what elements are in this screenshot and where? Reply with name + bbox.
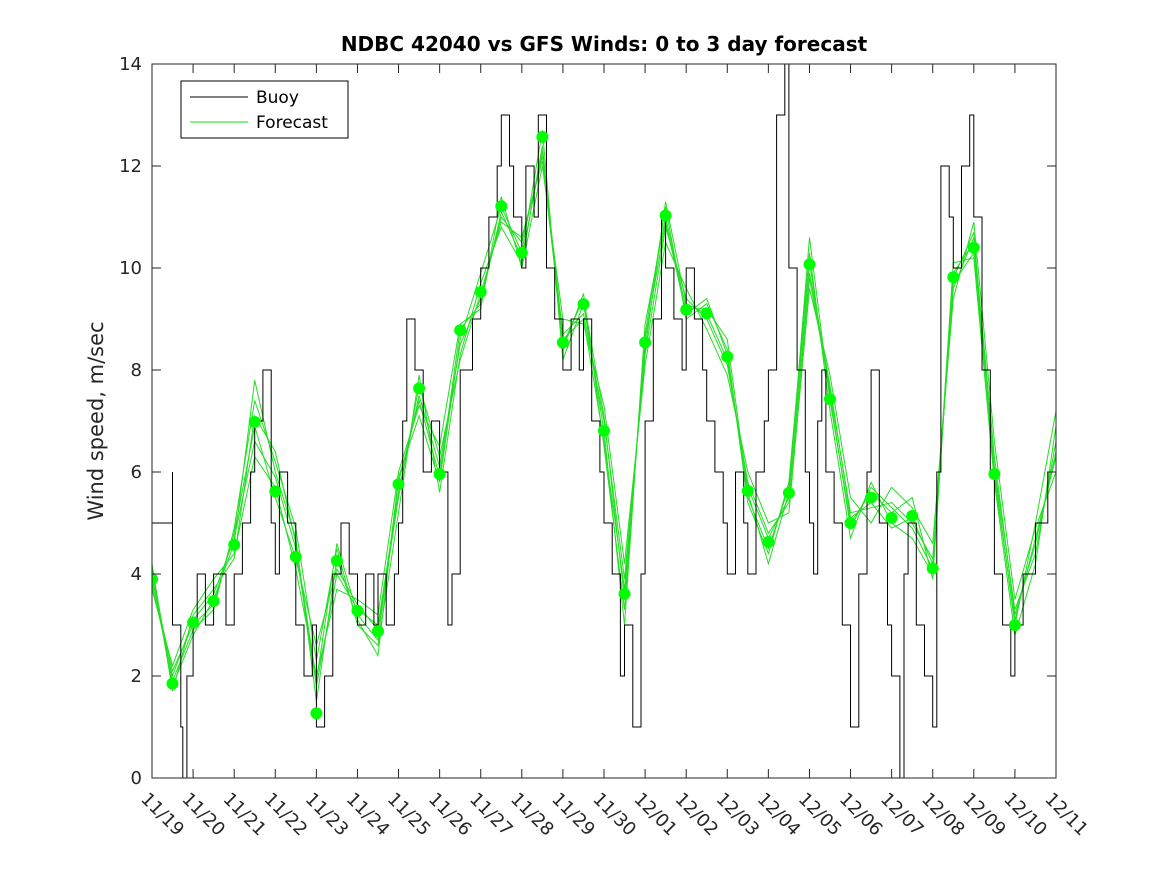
analysis-point xyxy=(289,550,302,563)
analysis-point xyxy=(152,573,158,586)
y-tick-label: 6 xyxy=(131,462,142,483)
analysis-point xyxy=(413,382,426,395)
y-tick-label: 10 xyxy=(119,258,142,279)
analysis-point xyxy=(330,554,343,567)
analysis-point xyxy=(865,491,878,504)
forecast-line-6 xyxy=(152,150,1056,692)
analysis-point xyxy=(782,486,795,499)
analysis-point xyxy=(536,130,549,143)
analysis-point xyxy=(721,350,734,363)
analysis-point xyxy=(618,587,631,600)
analysis-point xyxy=(310,707,323,720)
forecast-line-3 xyxy=(152,165,1056,677)
y-axis-label: Wind speed, m/sec xyxy=(84,321,108,520)
analysis-point xyxy=(741,484,754,497)
legend-label-forecast: Forecast xyxy=(256,113,328,133)
buoy-line xyxy=(152,64,1056,778)
analysis-point xyxy=(454,324,467,337)
analysis-point xyxy=(988,468,1001,480)
y-tick-label: 4 xyxy=(131,564,142,585)
analysis-point xyxy=(967,241,980,254)
analysis-point xyxy=(187,616,200,629)
analysis-point xyxy=(269,485,282,498)
analysis-point xyxy=(680,303,693,316)
analysis-point xyxy=(351,604,364,617)
y-tick-label: 12 xyxy=(119,156,142,177)
analysis-point xyxy=(495,200,508,213)
analysis-point xyxy=(372,625,384,638)
analysis-point xyxy=(228,538,241,551)
legend-label-buoy: Buoy xyxy=(256,88,299,108)
analysis-point xyxy=(598,424,610,437)
analysis-point xyxy=(926,562,939,575)
analysis-point xyxy=(885,511,898,524)
analysis-point xyxy=(433,468,446,480)
analysis-point xyxy=(844,517,857,529)
analysis-point xyxy=(207,595,220,607)
analysis-point xyxy=(577,298,590,311)
analysis-point xyxy=(824,393,836,406)
analysis-point xyxy=(639,336,652,349)
analysis-point xyxy=(762,535,775,548)
analysis-point xyxy=(659,209,672,222)
analysis-point xyxy=(248,416,261,428)
y-tick-label: 2 xyxy=(131,666,142,687)
analysis-point xyxy=(474,286,487,298)
y-tick-label: 8 xyxy=(131,360,142,381)
y-tick-label: 0 xyxy=(131,768,142,789)
analysis-point xyxy=(1008,619,1021,631)
analysis-point xyxy=(556,336,569,349)
forecast-line-2 xyxy=(152,145,1056,683)
legend-box xyxy=(180,80,349,139)
analysis-point xyxy=(906,509,919,522)
analysis-point xyxy=(166,677,179,690)
y-tick-label: 14 xyxy=(119,54,142,75)
legend: Buoy Forecast xyxy=(180,80,349,139)
analysis-point xyxy=(515,246,528,259)
series-layer xyxy=(152,64,1056,778)
analysis-point xyxy=(392,478,405,491)
chart-title: NDBC 42040 vs GFS Winds: 0 to 3 day fore… xyxy=(341,32,868,56)
analysis-point xyxy=(803,258,816,271)
analysis-point xyxy=(947,271,960,284)
analysis-point xyxy=(700,307,713,320)
